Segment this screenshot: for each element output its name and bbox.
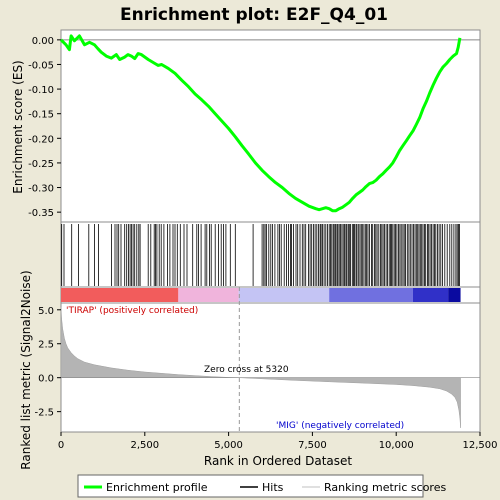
enrichment-profile-series xyxy=(59,34,462,213)
metric-tick-label: 5.0 xyxy=(38,306,54,317)
es-tick-label: -0.10 xyxy=(28,85,54,96)
enrichment-profile-line xyxy=(59,34,462,213)
x-tick-label: 12,500 xyxy=(463,440,498,451)
metric-tick-label: 2.5 xyxy=(38,340,54,351)
metric-y-axis-label: Ranked list metric (Signal2Noise) xyxy=(19,270,33,469)
x-tick-label: 10,000 xyxy=(379,440,414,451)
es-tick-label: -0.30 xyxy=(28,184,54,195)
zero-cross-label: Zero cross at 5320 xyxy=(204,365,289,375)
color-bar-segment xyxy=(329,288,413,302)
color-bar-segment xyxy=(238,288,330,302)
color-bar-segment xyxy=(178,288,239,302)
x-tick-label: 2,500 xyxy=(130,440,159,451)
es-tick-label: -0.05 xyxy=(28,60,54,71)
color-bar-segment xyxy=(448,288,461,302)
positive-correlation-label: 'TIRAP' (positively correlated) xyxy=(66,306,198,316)
metric-tick-label: 0.0 xyxy=(38,374,54,385)
color-bar-segment xyxy=(61,288,179,302)
metric-panel xyxy=(60,302,481,433)
legend-box xyxy=(77,474,424,498)
hits-series xyxy=(61,224,461,286)
es-tick-label: -0.15 xyxy=(28,110,54,121)
legend-label: Enrichment profile xyxy=(106,481,208,494)
metric-area xyxy=(60,307,461,428)
x-axis: 0 2,500 5,000 7,500 10,000 12,500 xyxy=(58,432,498,451)
color-bar xyxy=(61,288,461,302)
es-tick-label: -0.35 xyxy=(28,208,54,219)
es-tick-label: -0.20 xyxy=(28,134,54,145)
negative-correlation-label: 'MIG' (negatively correlated) xyxy=(276,421,404,431)
es-panel xyxy=(60,29,481,223)
color-bar-segment xyxy=(412,288,449,302)
x-tick-label: 7,500 xyxy=(298,440,327,451)
metric-axis: 5.0 2.5 0.0 -2.5 xyxy=(34,306,61,419)
metric-tick-label: -2.5 xyxy=(34,408,54,419)
x-axis-label: Rank in Ordered Dataset xyxy=(204,454,352,468)
legend: Enrichment profile Hits Ranking metric sco… xyxy=(84,481,446,494)
legend-label: Hits xyxy=(262,481,284,494)
es-y-axis-label: Enrichment score (ES) xyxy=(11,60,25,193)
es-tick-label: -0.25 xyxy=(28,159,54,170)
es-tick-label: 0.00 xyxy=(32,36,54,47)
x-tick-label: 5,000 xyxy=(214,440,243,451)
ranking-metric-series xyxy=(60,287,480,432)
x-tick-label: 0 xyxy=(58,440,64,451)
es-axis: 0.00 -0.05 -0.10 -0.15 -0.20 -0.25 -0.30 -0.35 xyxy=(28,36,61,219)
legend-label: Ranking metric scores xyxy=(324,481,446,494)
chart-title: Enrichment plot: E2F_Q4_01 xyxy=(120,5,388,25)
